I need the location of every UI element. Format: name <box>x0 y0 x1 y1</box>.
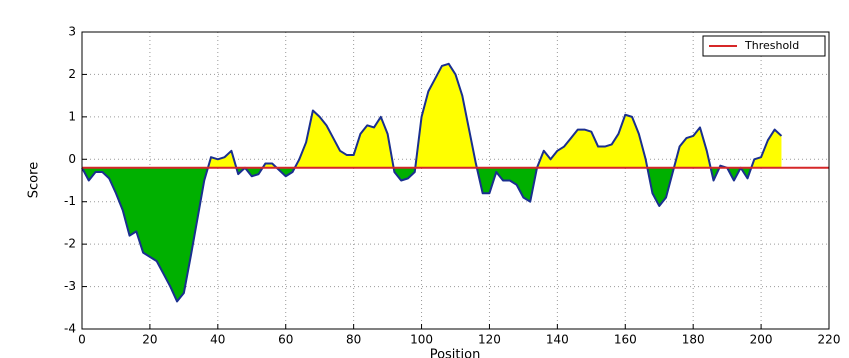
x-tick-label: 180 <box>682 333 705 347</box>
y-tick-label: 1 <box>68 109 76 123</box>
plot-frame <box>81 31 830 330</box>
x-tick-label: 100 <box>410 333 433 347</box>
x-tick-label: 40 <box>210 333 225 347</box>
area-above <box>82 63 782 168</box>
x-tick-label: 0 <box>78 333 86 347</box>
x-tick-label: 120 <box>478 333 501 347</box>
x-tick-label: 200 <box>750 333 773 347</box>
y-tick-label: -4 <box>64 322 76 336</box>
area-below <box>82 167 752 302</box>
x-tick-label: 80 <box>346 333 361 347</box>
y-tick-label: 0 <box>68 152 76 166</box>
legend-label: Threshold <box>744 39 799 52</box>
y-tick-label: 2 <box>68 67 76 81</box>
x-tick-label: 60 <box>278 333 293 347</box>
legend-box <box>702 35 826 57</box>
y-tick-label: -3 <box>64 279 76 293</box>
y-tick-label: 3 <box>68 25 76 39</box>
x-tick-label: 20 <box>142 333 157 347</box>
x-tick-label: 160 <box>614 333 637 347</box>
y-axis-label: Score <box>27 162 42 198</box>
x-axis-label: Position <box>430 348 481 358</box>
x-tick-label: 140 <box>546 333 569 347</box>
y-tick-label: -2 <box>64 237 76 251</box>
x-tick-label: 220 <box>818 333 841 347</box>
score-line <box>81 62 783 303</box>
y-tick-label: -1 <box>64 194 76 208</box>
